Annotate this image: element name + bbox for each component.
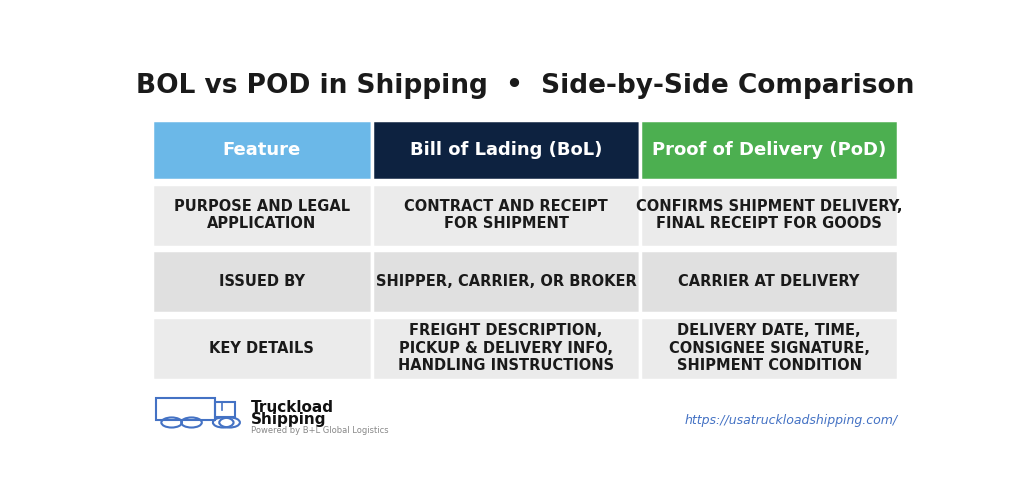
FancyBboxPatch shape [152,316,372,380]
Text: DELIVERY DATE, TIME,
CONSIGNEE SIGNATURE,
SHIPMENT CONDITION: DELIVERY DATE, TIME, CONSIGNEE SIGNATURE… [669,323,869,373]
FancyBboxPatch shape [152,184,372,247]
FancyBboxPatch shape [152,250,372,313]
Text: PURPOSE AND LEGAL
APPLICATION: PURPOSE AND LEGAL APPLICATION [174,199,350,231]
Text: Shipping: Shipping [251,412,327,427]
Text: FREIGHT DESCRIPTION,
PICKUP & DELIVERY INFO,
HANDLING INSTRUCTIONS: FREIGHT DESCRIPTION, PICKUP & DELIVERY I… [398,323,614,373]
Text: CARRIER AT DELIVERY: CARRIER AT DELIVERY [679,274,860,289]
Text: https://usatruckloadshipping.com/: https://usatruckloadshipping.com/ [685,414,898,427]
Text: Feature: Feature [222,141,301,159]
FancyBboxPatch shape [640,316,898,380]
Text: SHIPPER, CARRIER, OR BROKER: SHIPPER, CARRIER, OR BROKER [376,274,637,289]
FancyBboxPatch shape [640,184,898,247]
Text: Powered by B+L Global Logistics: Powered by B+L Global Logistics [251,426,389,435]
FancyBboxPatch shape [152,120,372,181]
Text: CONFIRMS SHIPMENT DELIVERY,
FINAL RECEIPT FOR GOODS: CONFIRMS SHIPMENT DELIVERY, FINAL RECEIP… [636,199,902,231]
FancyBboxPatch shape [372,184,640,247]
Text: Proof of Delivery (PoD): Proof of Delivery (PoD) [652,141,886,159]
Text: Bill of Lading (BoL): Bill of Lading (BoL) [410,141,602,159]
FancyBboxPatch shape [372,250,640,313]
Text: KEY DETAILS: KEY DETAILS [209,341,314,356]
FancyBboxPatch shape [640,250,898,313]
FancyBboxPatch shape [372,316,640,380]
Text: Truckload: Truckload [251,399,334,414]
Text: CONTRACT AND RECEIPT
FOR SHIPMENT: CONTRACT AND RECEIPT FOR SHIPMENT [404,199,608,231]
FancyBboxPatch shape [640,120,898,181]
Text: BOL vs POD in Shipping  •  Side-by-Side Comparison: BOL vs POD in Shipping • Side-by-Side Co… [135,72,914,99]
Text: ISSUED BY: ISSUED BY [219,274,305,289]
FancyBboxPatch shape [372,120,640,181]
